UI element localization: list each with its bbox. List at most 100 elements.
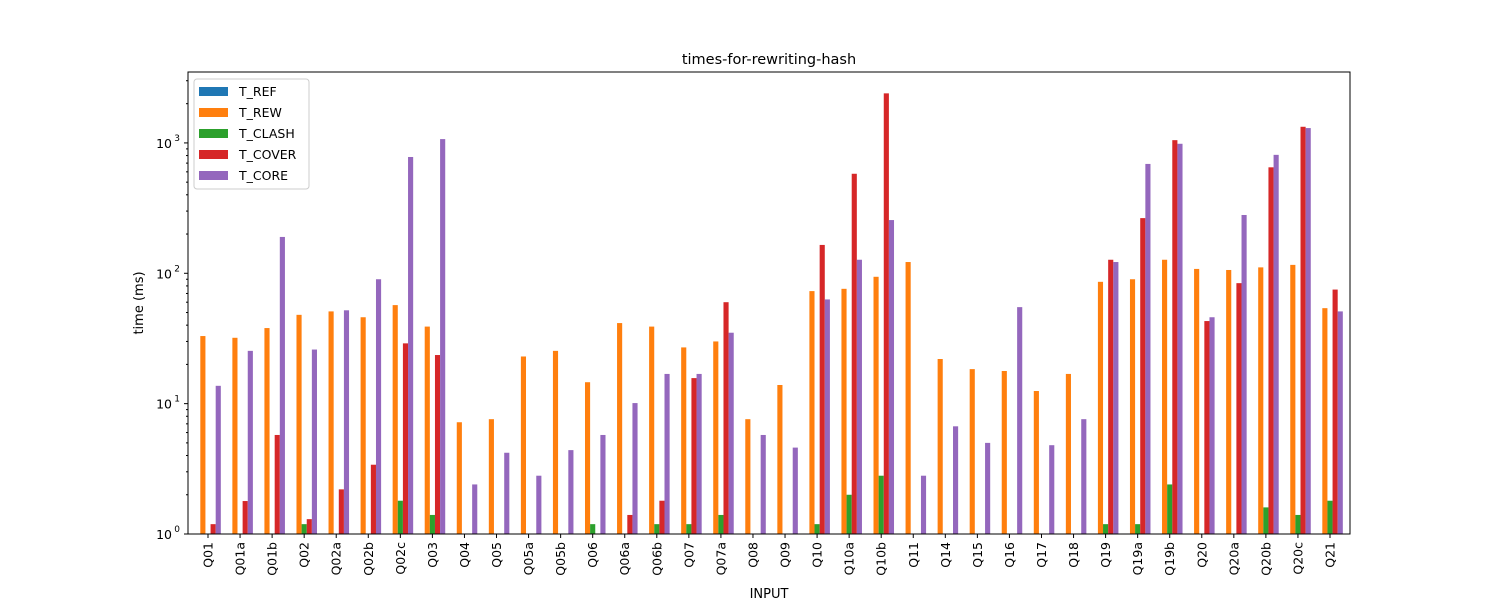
bar-t-rew-q19 [1097,281,1104,534]
bar-t-rew-q02 [296,314,302,534]
bar-t-clash-q21 [1327,500,1333,534]
bar-t-clash-q20c [1295,514,1301,534]
x-tick-label: Q15 [970,542,985,568]
x-tick-label: Q20b [1258,542,1273,576]
bar-t-clash-q20b [1263,507,1269,534]
legend-swatch-t-cover [199,150,228,159]
bar-t-cover-q06b [659,500,665,534]
x-axis-label: INPUT [750,587,789,600]
x-tick-label: Q09 [778,542,793,568]
legend-label-t-cover: T_COVER [238,147,297,162]
y-tick-label: 10 [156,136,172,151]
x-tick-label: Q01b [265,542,280,576]
x-tick-label: Q21 [1323,542,1338,568]
bar-t-rew-q05 [488,419,494,534]
x-tick-label: Q20c [1290,542,1305,575]
x-tick-label: Q11 [906,542,921,568]
bar-t-rew-q01b [264,328,270,534]
bar-t-core-q05a [536,475,542,534]
bar-t-core-q06b [664,373,670,534]
bar-t-rew-q07a [713,341,719,534]
bar-t-rew-q20b [1258,267,1264,534]
bar-t-rew-q21 [1322,308,1328,534]
bar-t-clash-q10a [846,494,852,534]
bar-t-rew-q07 [681,347,687,534]
bar-t-core-q10b [888,220,895,534]
x-tick-label: Q07 [681,542,696,568]
x-tick-label: Q01 [201,542,216,568]
bar-t-rew-q04 [456,422,462,534]
bar-t-rew-q02c [392,305,398,534]
bar-t-rew-q01 [200,336,206,534]
bar-t-cover-q10 [819,244,825,534]
bar-t-clash-q19 [1103,524,1109,534]
bar-t-rew-q14 [937,359,943,534]
x-tick-label: Q01a [233,542,248,575]
x-tick-label: Q05 [489,542,504,568]
bar-t-cover-q19a [1140,218,1146,534]
bar-t-clash-q02 [301,524,307,534]
x-tick-label: Q20a [1226,542,1241,575]
bar-t-cover-q07a [723,302,729,534]
legend-swatch-t-rew [199,108,228,117]
bar-t-cover-q02c [402,343,409,534]
bar-t-rew-q11 [905,262,911,534]
x-tick-label: Q16 [1002,542,1017,568]
bar-t-cover-q20a [1236,283,1242,534]
bar-t-core-q04 [472,484,478,534]
bar-t-cover-q19 [1108,259,1114,534]
bar-t-cover-q20 [1204,321,1210,534]
bar-t-rew-q06b [649,326,655,534]
bar-t-core-q20b [1273,154,1279,534]
bar-t-cover-q02a [338,489,344,534]
x-tick-label: Q19b [1162,542,1177,576]
bar-t-core-q18 [1081,419,1087,534]
legend-swatch-t-clash [199,129,228,138]
bar-t-core-q19a [1145,163,1151,535]
bar-t-core-q16 [1017,307,1023,534]
x-tick-label: Q06 [585,542,600,568]
bar-t-core-q01a [247,350,253,534]
bar-t-cover-q20c [1300,126,1306,534]
bar-t-rew-q02a [328,311,334,534]
bar-t-core-q08 [760,434,766,534]
bar-t-core-q03 [440,139,446,534]
y-tick-label: 10 [156,527,172,542]
bar-t-rew-q19b [1162,259,1168,534]
bar-t-rew-q10 [809,291,815,534]
bar-t-clash-q06b [654,524,660,534]
bar-t-clash-q02c [397,500,403,534]
bar-t-core-q02b [375,279,382,534]
bar-t-rew-q19a [1129,279,1136,534]
bar-t-core-q20 [1209,317,1215,534]
legend-swatch-t-core [199,171,228,180]
bar-t-rew-q16 [1001,370,1007,534]
bar-t-cover-q02b [370,464,376,534]
bar-t-core-q19b [1177,143,1183,534]
bar-t-cover-q10a [851,173,857,535]
bar-t-cover-q01 [210,524,216,534]
plot-frame [187,71,1351,535]
legend-box [193,78,310,190]
bar-t-rew-q20c [1290,264,1296,534]
y-tick-exponent: 1 [174,395,180,405]
x-tick-label: Q06b [649,542,664,576]
bar-t-clash-q03 [429,514,435,534]
x-tick-label: Q10b [874,542,889,576]
bar-t-core-q17 [1049,445,1055,534]
bar-t-clash-q19b [1167,484,1173,534]
bar-t-core-q19 [1113,262,1119,534]
x-tick-label: Q04 [457,542,472,568]
x-tick-label: Q06a [617,542,632,575]
bar-t-rew-q03 [424,326,430,534]
bar-t-cover-q01b [274,434,280,534]
bar-t-rew-q01a [232,337,238,534]
x-tick-label: Q20 [1194,542,1209,568]
bar-t-core-q15 [985,442,991,534]
legend: T_REF T_REW T_CLASH T_COVER T_CORE [193,78,310,190]
x-tick-label: Q10 [810,542,825,568]
bar-t-core-q07 [696,373,702,534]
bar-t-core-q05b [568,450,574,534]
bar-t-rew-q20 [1194,268,1200,534]
bar-t-cover-q02 [306,519,312,534]
